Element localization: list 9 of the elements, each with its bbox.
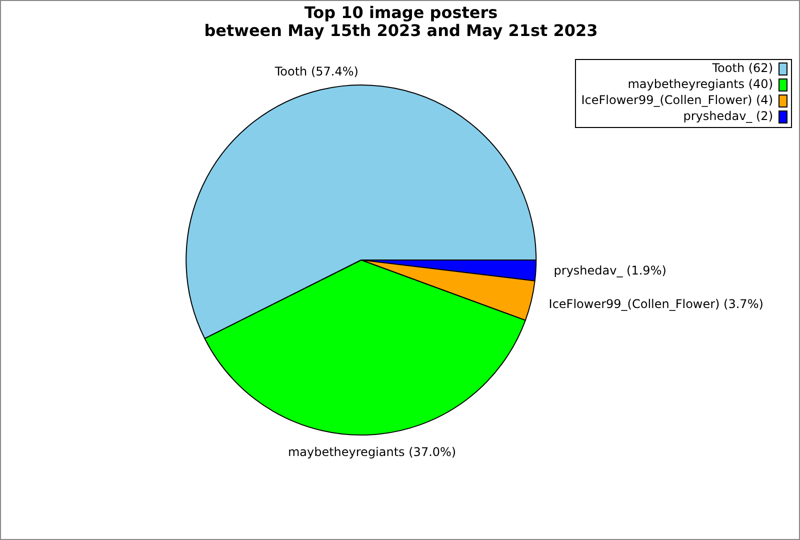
text: maybetheyregiants (37.0%) <box>288 444 456 459</box>
text: IceFlower99_(Collen_Flower) (3.7%) <box>548 297 764 312</box>
legend-label: IceFlower99_(Collen_Flower) (4) <box>581 93 773 108</box>
chart-title: Top 10 image posters between May 15th 2023 and May 21st 2023 <box>203 3 599 40</box>
legend-label: Tooth (62) <box>711 61 773 76</box>
legend-label: pryshedav_ (2) <box>683 109 773 124</box>
text: Tooth (57.4%) <box>274 64 358 78</box>
text: pryshedav_ (1.9%) <box>554 264 666 278</box>
legend-label: maybetheyregiants (40) <box>628 77 773 92</box>
